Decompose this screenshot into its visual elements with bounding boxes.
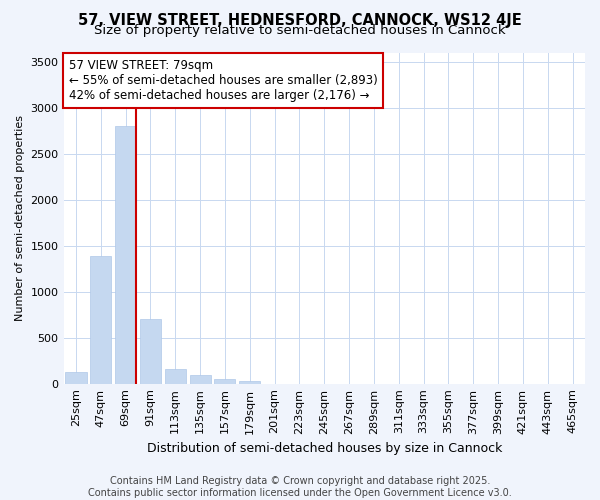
Y-axis label: Number of semi-detached properties: Number of semi-detached properties [15, 115, 25, 321]
Bar [190, 376, 211, 384]
Text: Contains HM Land Registry data © Crown copyright and database right 2025.
Contai: Contains HM Land Registry data © Crown c… [88, 476, 512, 498]
Bar [239, 381, 260, 384]
Bar [90, 256, 112, 384]
Bar [65, 372, 86, 384]
Text: 57 VIEW STREET: 79sqm
← 55% of semi-detached houses are smaller (2,893)
42% of s: 57 VIEW STREET: 79sqm ← 55% of semi-deta… [69, 59, 377, 102]
Text: Size of property relative to semi-detached houses in Cannock: Size of property relative to semi-detach… [94, 24, 506, 37]
Text: 57, VIEW STREET, HEDNESFORD, CANNOCK, WS12 4JE: 57, VIEW STREET, HEDNESFORD, CANNOCK, WS… [78, 12, 522, 28]
Bar [214, 379, 235, 384]
Bar [115, 126, 136, 384]
Bar [165, 369, 186, 384]
X-axis label: Distribution of semi-detached houses by size in Cannock: Distribution of semi-detached houses by … [146, 442, 502, 455]
Bar [140, 320, 161, 384]
